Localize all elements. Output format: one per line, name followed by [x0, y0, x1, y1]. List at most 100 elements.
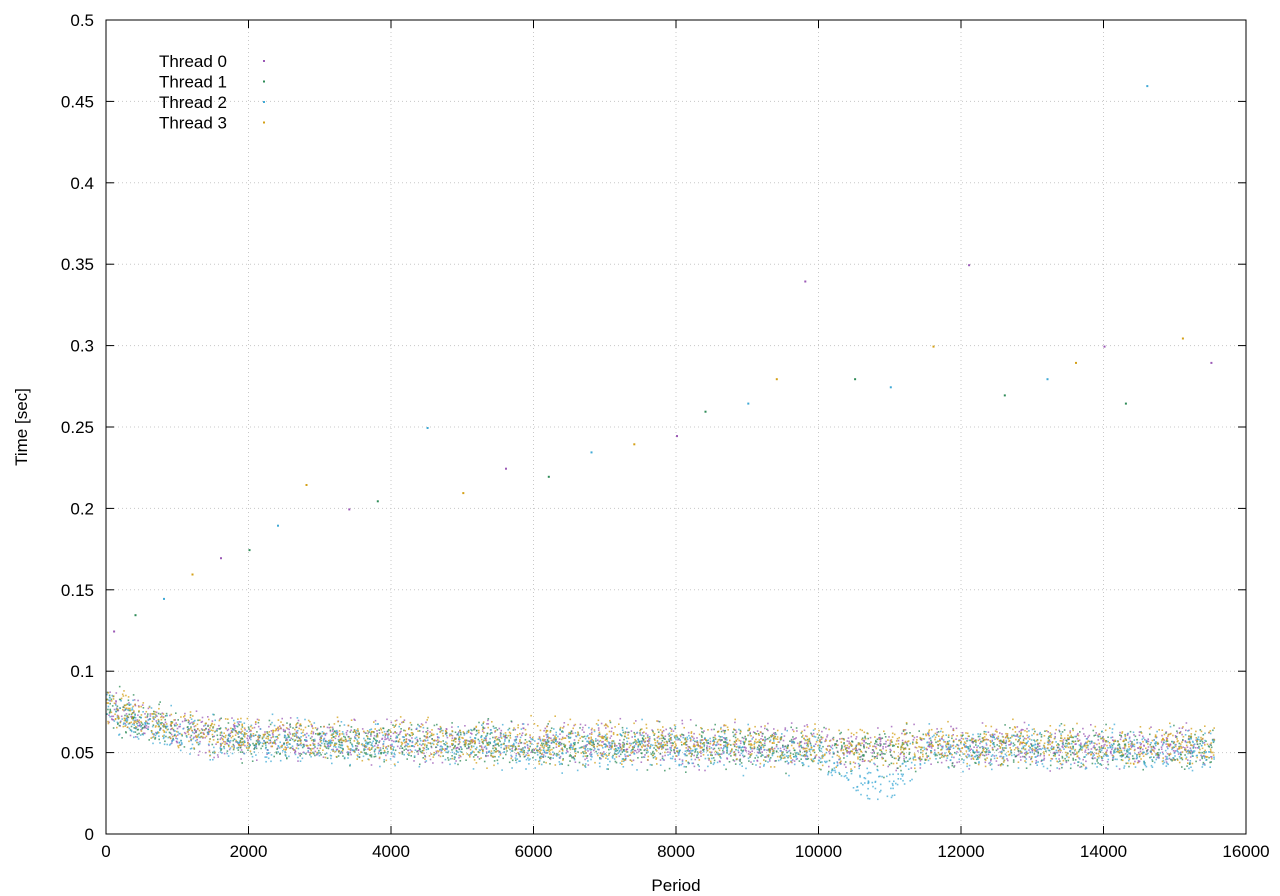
data-point — [754, 732, 756, 734]
data-point — [288, 728, 290, 731]
data-point — [254, 734, 257, 736]
data-point — [445, 728, 448, 730]
data-point — [968, 768, 970, 770]
data-point — [710, 728, 713, 731]
data-point — [585, 749, 587, 751]
data-point — [829, 740, 831, 742]
data-point — [573, 739, 576, 741]
data-point — [791, 741, 793, 743]
data-point — [785, 749, 788, 752]
data-point — [685, 743, 687, 746]
data-point — [189, 753, 191, 755]
data-point — [1010, 752, 1013, 754]
data-point — [335, 731, 337, 733]
data-point — [978, 738, 981, 741]
data-point — [385, 746, 388, 748]
data-point — [640, 749, 642, 751]
data-point — [1129, 740, 1132, 742]
data-point — [192, 731, 194, 734]
data-point — [1019, 750, 1022, 752]
data-point — [720, 730, 723, 733]
data-point — [335, 749, 338, 752]
data-point — [901, 775, 904, 777]
data-point — [1006, 758, 1008, 760]
data-point — [500, 729, 503, 732]
data-point — [284, 754, 287, 756]
data-point — [1181, 758, 1184, 761]
data-point — [1080, 743, 1082, 746]
data-point — [702, 749, 704, 751]
data-point — [779, 758, 782, 761]
data-point — [301, 757, 304, 760]
data-point — [499, 740, 501, 743]
data-point — [304, 739, 306, 741]
data-point — [1109, 746, 1112, 748]
data-point — [1034, 730, 1036, 733]
data-point — [587, 748, 589, 750]
data-point — [985, 742, 988, 745]
data-point — [1008, 744, 1010, 746]
data-point — [901, 739, 904, 742]
data-point — [937, 761, 939, 764]
data-point — [831, 774, 833, 777]
data-point — [1036, 749, 1039, 751]
data-point — [638, 741, 641, 743]
data-point — [367, 748, 369, 750]
data-point — [723, 730, 726, 732]
data-point — [176, 740, 178, 743]
data-point — [639, 743, 642, 746]
data-point — [1195, 760, 1197, 763]
data-point — [874, 742, 876, 745]
data-point — [498, 739, 500, 741]
data-point — [926, 756, 928, 759]
data-point — [690, 758, 693, 761]
data-point — [466, 730, 469, 733]
data-point — [317, 733, 319, 736]
data-point — [999, 755, 1001, 758]
data-point — [939, 738, 941, 741]
data-point — [621, 726, 624, 729]
data-point — [793, 741, 795, 743]
data-point — [930, 739, 932, 742]
data-point — [1035, 761, 1038, 764]
data-point — [163, 734, 165, 737]
data-point — [536, 745, 538, 748]
data-point — [133, 736, 135, 739]
data-point — [739, 754, 741, 757]
data-point — [897, 773, 899, 775]
data-point — [324, 733, 327, 735]
data-point — [558, 753, 560, 756]
data-point — [1066, 740, 1068, 742]
data-point — [231, 728, 234, 731]
data-point — [614, 742, 616, 745]
data-point — [170, 721, 172, 723]
data-point — [704, 757, 707, 760]
data-point — [155, 732, 158, 735]
data-point — [681, 744, 683, 746]
data-point — [713, 740, 715, 742]
data-point — [376, 730, 378, 732]
data-point — [592, 742, 594, 744]
data-point — [326, 726, 329, 729]
data-point — [944, 754, 946, 757]
data-point — [458, 756, 460, 759]
data-point — [890, 725, 893, 728]
data-point — [1150, 756, 1152, 758]
data-point — [619, 739, 621, 741]
data-point — [528, 763, 530, 765]
data-point — [289, 724, 291, 726]
data-point — [901, 732, 903, 735]
data-point — [845, 766, 847, 768]
data-point — [349, 749, 352, 752]
data-point — [354, 734, 357, 736]
data-point — [1202, 734, 1205, 736]
data-point — [297, 729, 299, 732]
data-point — [487, 719, 489, 722]
data-point — [1012, 761, 1015, 763]
data-point — [369, 754, 371, 756]
data-point — [1210, 744, 1212, 746]
data-point — [734, 736, 737, 739]
data-point — [552, 757, 554, 759]
data-point — [784, 760, 787, 763]
data-point — [648, 736, 651, 738]
